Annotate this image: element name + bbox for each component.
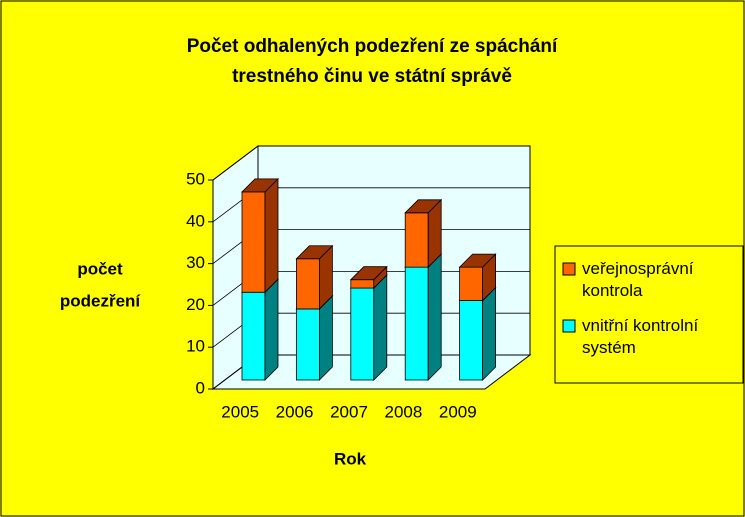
legend-swatch (562, 319, 576, 333)
y-tick-label: 40 (186, 211, 205, 230)
bar-side (427, 253, 442, 381)
y-tick-label: 20 (186, 295, 205, 314)
bar-top (404, 199, 443, 214)
bar (459, 266, 484, 301)
bar-side (482, 286, 497, 381)
x-tick-label: 2006 (276, 402, 314, 421)
y-axis-title: počet (77, 259, 123, 278)
bar (404, 212, 429, 268)
legend-box (554, 245, 744, 384)
legend-swatch (562, 262, 576, 276)
y-tick-label: 0 (196, 378, 205, 397)
bar-top (349, 266, 388, 281)
bar (404, 266, 429, 381)
bar-side (264, 177, 279, 294)
bar-top (241, 178, 279, 193)
y-tick-label: 50 (186, 169, 205, 188)
bar (241, 191, 266, 293)
grid-line (212, 145, 530, 181)
x-tick-label: 2009 (439, 402, 477, 421)
bar-top (458, 253, 497, 268)
bar (241, 291, 266, 381)
x-tick-label: 2005 (221, 402, 259, 421)
y-tick-label: 10 (186, 337, 205, 356)
y-axis-title: podezření (60, 291, 142, 310)
legend-label: vnitřní kontrolní systém (582, 316, 699, 357)
bar-side (318, 294, 333, 381)
x-axis-title: Rok (334, 449, 367, 468)
x-tick-label: 2007 (330, 402, 368, 421)
bar (295, 258, 320, 310)
bar (350, 287, 375, 381)
chart-title: Počet odhalených podezření ze spáchání (187, 36, 558, 57)
bar-top (295, 245, 334, 260)
x-tick-label: 2008 (384, 402, 422, 421)
bar-side (373, 274, 388, 381)
bar (459, 300, 484, 381)
bar (350, 279, 375, 289)
bar-side (264, 278, 279, 381)
bar (295, 308, 320, 381)
chart-title: trestného činu ve státní správě (232, 66, 512, 87)
y-tick-label: 30 (186, 253, 205, 272)
legend-label: veřejnosprávní kontrola (582, 259, 694, 300)
